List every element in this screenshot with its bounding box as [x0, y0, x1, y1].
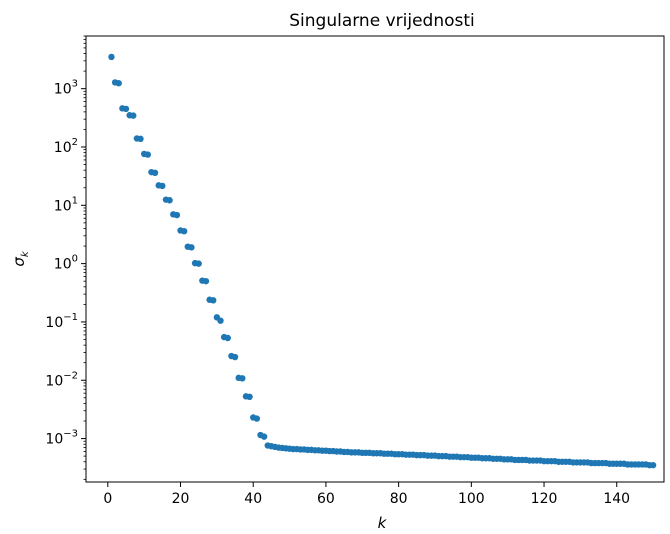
- y-tick-label: 101: [54, 195, 78, 214]
- x-axis-ticks: 0 20 40 60 80 100 120 140: [103, 482, 630, 507]
- data-point: [260, 433, 268, 440]
- x-tick-label: 80: [390, 491, 408, 507]
- data-point: [195, 260, 202, 267]
- x-tick-label: 120: [531, 491, 558, 507]
- data-point: [159, 182, 166, 190]
- data-point: [144, 151, 151, 158]
- data-point: [130, 112, 137, 119]
- y-tick-label: 102: [54, 137, 78, 156]
- x-tick-label: 40: [244, 491, 262, 507]
- y-axis-ticks: 103 102 101 100 10−1 10−2 10−3: [45, 35, 86, 480]
- data-point: [180, 227, 188, 235]
- data-point: [137, 135, 144, 143]
- chart-title: Singularne vrijednosti: [289, 11, 475, 31]
- y-tick-label: 100: [54, 254, 78, 273]
- data-point: [231, 353, 239, 361]
- data-point: [253, 415, 261, 422]
- data-point: [224, 334, 231, 342]
- y-tick-label: 10−3: [45, 429, 78, 448]
- y-axis-label-symbol: σ: [10, 257, 28, 267]
- data-point: [649, 461, 657, 469]
- y-axis-label-subscript: k: [20, 250, 31, 257]
- plot-frame: [85, 35, 665, 483]
- data-point: [188, 244, 195, 251]
- data-point: [202, 277, 210, 285]
- y-axis-label: σk: [10, 250, 31, 267]
- x-tick-label: 60: [317, 491, 335, 507]
- data-point: [151, 169, 159, 177]
- data-point: [217, 317, 224, 324]
- data-point: [166, 197, 173, 204]
- y-tick-label: 103: [54, 79, 78, 98]
- data-point: [122, 105, 130, 113]
- data-point: [210, 297, 217, 304]
- data-point: [239, 375, 246, 382]
- data-point: [108, 53, 115, 61]
- y-tick-label: 10−1: [45, 312, 78, 331]
- data-point: [115, 80, 122, 87]
- data-point: [173, 211, 181, 219]
- data-point: [246, 393, 253, 401]
- data-points: [108, 53, 657, 469]
- x-axis-label: k: [378, 514, 388, 532]
- x-tick-label: 20: [172, 491, 190, 507]
- x-tick-label: 140: [603, 491, 630, 507]
- x-tick-label: 100: [458, 491, 485, 507]
- y-tick-label: 10−2: [45, 370, 78, 389]
- x-tick-label: 0: [103, 491, 112, 507]
